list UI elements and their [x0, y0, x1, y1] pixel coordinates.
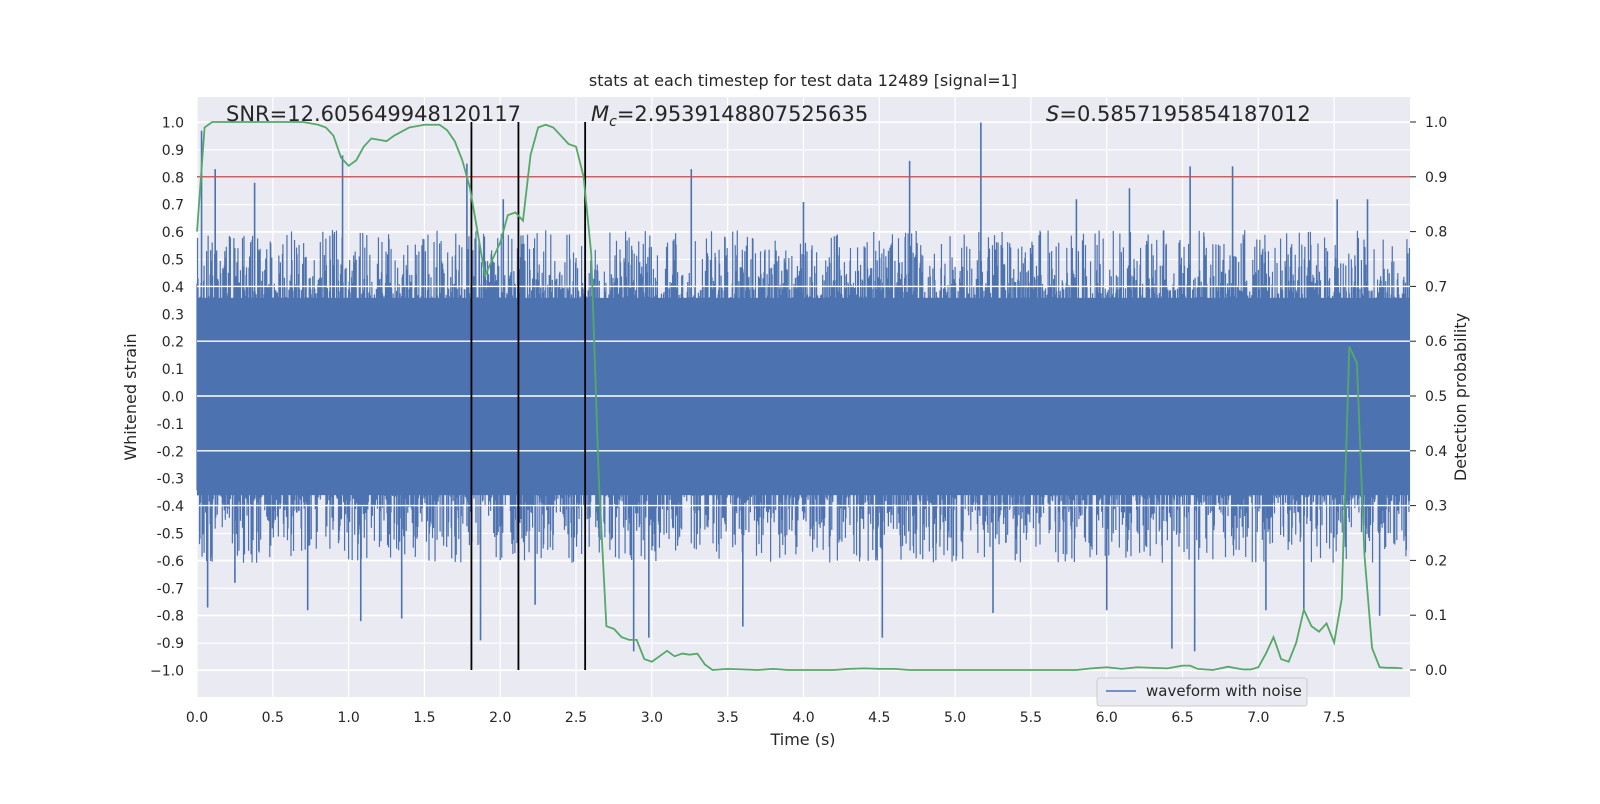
x-tick-label: 2.0	[489, 710, 511, 726]
x-tick-label: 6.5	[1171, 710, 1193, 726]
y-tick-label: 0.1	[162, 362, 184, 378]
y2-axis-label: Detection probability	[1451, 313, 1470, 481]
x-tick-label: 2.5	[565, 710, 587, 726]
legend-box	[1096, 677, 1308, 707]
strain-grid-overlay	[197, 285, 1410, 507]
chirp-mass-annotation: Mc=2.9539148807525635	[591, 102, 868, 130]
legend: waveform with noise	[1096, 677, 1308, 707]
y-tick-label: 0.3	[162, 307, 184, 323]
y-tick-label: -0.2	[157, 444, 184, 460]
y2-tick-label: 0.9	[1425, 170, 1447, 186]
y-tick-label: 0.2	[162, 335, 184, 351]
x-tick-label: 5.5	[1020, 710, 1042, 726]
y-tick-label: 0.7	[162, 198, 184, 214]
x-tick-label: 3.5	[717, 710, 739, 726]
y-tick-label: 0.6	[162, 225, 184, 241]
y-tick-label: 0.9	[162, 143, 184, 159]
x-tick-label: 4.0	[792, 710, 814, 726]
probability-series	[196, 121, 1410, 671]
y-tick-label: -0.3	[157, 472, 184, 488]
y2-tick-label: 0.3	[1425, 499, 1447, 515]
y-tick-label: -0.6	[157, 554, 184, 570]
y-tick-label: -0.7	[157, 581, 184, 597]
x-tick-label: 0.0	[186, 710, 208, 726]
y-tick-label: 0.4	[162, 280, 184, 296]
y2-tick-label: 0.4	[1425, 444, 1447, 460]
score-annotation: S=0.5857195854187012	[1046, 102, 1311, 126]
chart-title: stats at each timestep for test data 124…	[589, 71, 1017, 90]
y-tick-label: 0.0	[162, 390, 184, 406]
y-tick-label: 0.8	[162, 170, 184, 186]
y2-tick-label: 0.2	[1425, 553, 1447, 569]
x-tick-label: 7.0	[1247, 710, 1269, 726]
y-tick-label: -0.8	[157, 609, 184, 625]
y-tick-label: -0.5	[157, 527, 184, 543]
y-tick-label: -0.9	[157, 636, 184, 652]
y-tick-label: −1.0	[150, 664, 184, 680]
x-axis-label: Time (s)	[769, 730, 835, 749]
probability-line	[196, 121, 1403, 671]
y2-tick-label: 1.0	[1425, 115, 1447, 131]
x-tick-label: 5.0	[944, 710, 966, 726]
y-tick-label: 1.0	[162, 116, 184, 132]
x-tick-label: 4.5	[868, 710, 890, 726]
x-tick-label: 0.5	[262, 710, 284, 726]
y2-tick-label: 0.8	[1425, 225, 1447, 241]
y-tick-label: -0.4	[157, 499, 184, 515]
y2-tick-label: 0.1	[1425, 608, 1447, 624]
y2-tick-label: 0.7	[1425, 279, 1447, 295]
x-tick-label: 3.0	[641, 710, 663, 726]
y2-tick-label: 0.0	[1425, 663, 1447, 679]
snr-annotation: SNR=12.605649948120117	[226, 102, 521, 126]
axis-ticks: 0.0 0.5 1.0 1.5 2.0 2.5 3.0 3.5 4.0 4.5 5.0 5.5 6.0 6…	[150, 115, 1447, 726]
x-tick-label: 1.0	[337, 710, 359, 726]
y-axis-label: Whitened strain	[121, 333, 140, 460]
y-tick-label: -0.1	[157, 417, 184, 433]
x-tick-label: 1.5	[413, 710, 435, 726]
x-tick-label: 6.0	[1096, 710, 1118, 726]
y2-tick-label: 0.6	[1425, 334, 1447, 350]
y-tick-label: 0.5	[162, 253, 184, 269]
x-tick-label: 7.5	[1323, 710, 1345, 726]
y2-tick-label: 0.5	[1425, 389, 1447, 405]
legend-label: waveform with noise	[1146, 682, 1302, 700]
